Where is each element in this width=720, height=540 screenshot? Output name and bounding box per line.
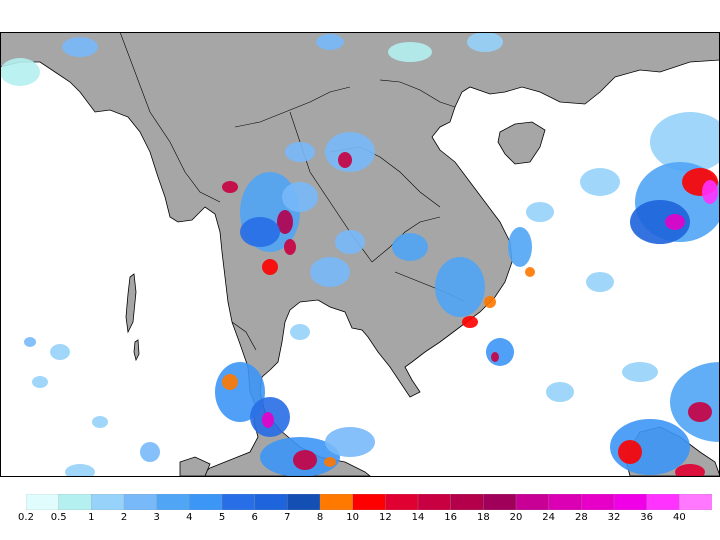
precip-cell: [325, 427, 375, 457]
precip-cell: [290, 324, 310, 340]
precip-cell: [508, 227, 532, 267]
precip-cell: [586, 272, 614, 292]
color-scale-label: 7: [284, 512, 291, 523]
precip-cell: [325, 132, 375, 172]
color-scale-swatch: [450, 494, 484, 510]
color-scale-swatch: [352, 494, 386, 510]
precip-cell: [338, 152, 352, 168]
color-scale-label: 24: [542, 512, 556, 523]
precipitation-overlay: [0, 32, 720, 476]
color-scale-swatch: [417, 494, 452, 510]
color-scale-label: 12: [378, 512, 392, 523]
color-scale-swatch: [91, 494, 125, 510]
precip-cell: [392, 233, 428, 261]
color-scale-swatch: [385, 494, 419, 510]
color-scale-swatch: [581, 494, 615, 510]
precip-cell: [277, 210, 293, 234]
precip-cell: [388, 42, 432, 62]
precip-cell: [622, 362, 658, 382]
color-scale-label: 14: [411, 512, 425, 523]
color-scale-label: 10: [346, 512, 360, 523]
color-scale-label: 1: [88, 512, 95, 523]
color-scale-swatch: [26, 494, 60, 510]
color-scale-label: 8: [316, 512, 324, 523]
color-scale-label: 0.2: [18, 512, 34, 523]
color-scale-label: 4: [186, 512, 193, 523]
precip-cell: [650, 112, 720, 172]
color-scale-bar: [26, 494, 712, 510]
precip-cell: [32, 376, 48, 388]
color-scale-swatch: [515, 494, 550, 510]
precip-cell: [688, 402, 712, 422]
color-scale-swatch: [221, 494, 256, 510]
precip-cell: [262, 259, 278, 275]
precip-cell: [316, 34, 344, 50]
color-scale-swatch: [254, 494, 288, 510]
precip-cell: [282, 182, 318, 212]
color-scale-swatch: [58, 494, 92, 510]
color-scale-swatch: [123, 494, 158, 510]
precip-cell: [222, 374, 238, 390]
precip-cell: [50, 344, 70, 360]
precip-cell: [24, 337, 36, 347]
precip-cell: [62, 37, 98, 57]
precip-cell: [462, 316, 478, 328]
precip-cell: [0, 58, 40, 86]
precip-cell: [222, 181, 238, 193]
color-scale-swatch: [613, 494, 648, 510]
color-scale-swatch: [548, 494, 582, 510]
color-scale-label: 32: [607, 512, 621, 523]
precip-cell: [92, 416, 108, 428]
color-scale-label: 40: [672, 512, 686, 523]
color-scale-swatch: [319, 494, 354, 510]
color-scale-label: 2: [120, 512, 128, 523]
color-scale-label: 5: [218, 512, 226, 523]
precipitation-map: [0, 32, 720, 476]
precip-cell: [702, 180, 718, 204]
precip-cell: [140, 442, 160, 462]
precip-cell: [65, 464, 95, 476]
color-scale-labels: 0.2 0.5 1 2 3 4 5 6 7 8 10 12 14 16 18 20 24 28 32 36 40: [0, 512, 720, 528]
color-scale-swatch: [483, 494, 517, 510]
precip-cell: [435, 257, 485, 317]
color-scale-label: 18: [476, 512, 490, 523]
color-scale-swatch: [679, 494, 712, 510]
color-scale-label: 16: [444, 512, 458, 523]
precip-cell: [335, 230, 365, 254]
color-scale-label: 36: [640, 512, 654, 523]
precip-cell: [675, 464, 705, 476]
precip-cell: [293, 450, 317, 470]
precip-cell: [670, 362, 720, 442]
color-scale-swatch: [156, 494, 190, 510]
color-scale-label: 3: [153, 512, 160, 523]
precip-cell: [580, 168, 620, 196]
precip-cell: [310, 257, 350, 287]
precip-cell: [630, 200, 690, 244]
precip-cell: [240, 217, 280, 247]
precip-cell: [491, 352, 499, 362]
precip-cell: [484, 296, 496, 308]
precip-cell: [546, 382, 574, 402]
color-scale-label: 20: [509, 512, 523, 523]
color-scale-swatch: [646, 494, 680, 510]
precip-cell: [665, 214, 685, 230]
precip-cell: [618, 440, 642, 464]
precip-cell: [284, 239, 296, 255]
precip-cell: [285, 142, 315, 162]
precip-cell: [486, 338, 514, 366]
color-scale-label: 0.5: [50, 512, 67, 523]
precip-cell: [525, 267, 535, 277]
precip-cell: [467, 32, 503, 52]
precip-cell: [262, 412, 274, 428]
color-scale-label: 28: [574, 512, 588, 523]
color-scale-swatch: [189, 494, 223, 510]
precip-cell: [526, 202, 554, 222]
map-canvas: [0, 32, 720, 476]
color-scale-label: 6: [251, 512, 258, 523]
precip-cell: [324, 457, 336, 467]
color-scale-swatch: [287, 494, 321, 510]
